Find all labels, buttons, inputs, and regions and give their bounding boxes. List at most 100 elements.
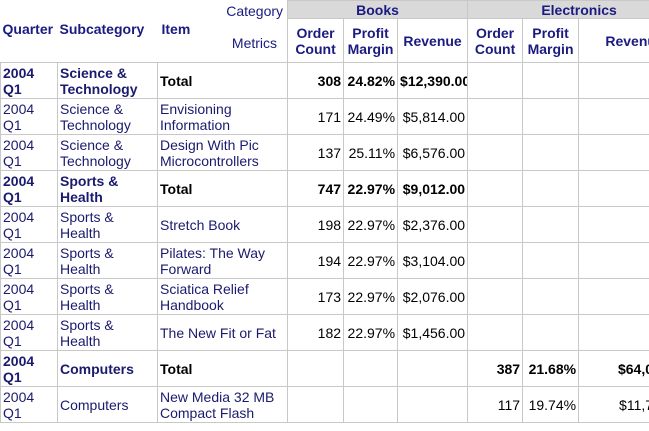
metric-cell	[522, 62, 580, 99]
metric-cell	[578, 134, 649, 171]
metric-cell	[467, 278, 524, 315]
attribute-cell: Total	[156, 350, 289, 387]
attribute-cell: Total	[156, 170, 289, 207]
metric-cell: 137	[287, 134, 345, 171]
metric-cell: 25.11%	[343, 134, 399, 171]
attribute-cell: Envisioning Information	[156, 98, 289, 135]
metric-cell: $5,814.00	[397, 98, 469, 135]
metric-cell: 24.49%	[343, 98, 399, 135]
metric-cell: 194	[287, 242, 345, 279]
grid-row: 2004 Q1 Science & Technology Total 308 24.82…	[0, 62, 649, 99]
attribute-cell: Sports & Health	[57, 170, 158, 207]
attribute-cell: Computers	[57, 386, 158, 423]
metric-cell	[467, 98, 524, 135]
metric-cell: 198	[287, 206, 345, 243]
metric-cell: $9,012.00	[397, 170, 469, 207]
metric-cell	[578, 242, 649, 279]
grid-body: 2004 Q1 Science & Technology Total 308 24.82…	[0, 62, 649, 423]
attribute-cell: The New Fit or Fat	[156, 314, 289, 351]
attribute-cell: 2004 Q1	[0, 314, 58, 351]
metric-cell: 182	[287, 314, 345, 351]
metric-cell	[522, 278, 580, 315]
metric-cell	[578, 98, 649, 135]
metrics-label: Metrics	[231, 34, 278, 51]
category-label: Category	[226, 2, 284, 19]
attribute-cell: Sports & Health	[57, 206, 158, 243]
metric-cell	[578, 314, 649, 351]
metric-cell	[522, 314, 580, 351]
metric-header: Revenue	[397, 18, 469, 63]
grid-row: 2004 Q1 Computers New Media 32 MB Compact …	[0, 386, 649, 423]
metric-cell	[287, 350, 345, 387]
metric-header: Order Count	[287, 18, 345, 63]
metric-cell	[522, 242, 580, 279]
attribute-cell: Computers	[57, 350, 158, 387]
grid-row: 2004 Q1 Science & Technology Envisioning I…	[0, 98, 649, 135]
attribute-cell: 2004 Q1	[0, 134, 58, 171]
metric-cell	[467, 242, 524, 279]
metric-cell	[343, 350, 399, 387]
metric-cell	[467, 134, 524, 171]
metric-cell: 24.82%	[343, 62, 399, 99]
metric-cell	[522, 98, 580, 135]
row-label: Quarter	[2, 20, 54, 37]
attribute-cell: Sports & Health	[57, 314, 158, 351]
attribute-cell: 2004 Q1	[0, 206, 58, 243]
attribute-cell: Total	[156, 62, 289, 99]
metric-cell	[467, 170, 524, 207]
attribute-cell: Stretch Book	[156, 206, 289, 243]
metric-cell: 22.97%	[343, 242, 399, 279]
metric-cell	[522, 134, 580, 171]
metric-cell: $1,456.00	[397, 314, 469, 351]
attribute-cell: 2004 Q1	[0, 170, 58, 207]
metric-cell: $64,000.00	[578, 350, 649, 387]
attribute-cell: 2004 Q1	[0, 278, 58, 315]
attribute-cell: Science & Technology	[57, 62, 158, 99]
metric-header: Order Count	[467, 18, 524, 63]
attribute-cell: 2004 Q1	[0, 242, 58, 279]
grid-row: 2004 Q1 Sports & Health The New Fit or Fat…	[0, 314, 649, 351]
attribute-cell: 2004 Q1	[0, 386, 58, 423]
metric-cell	[397, 350, 469, 387]
metric-cell	[578, 62, 649, 99]
attribute-cell: Science & Technology	[57, 134, 158, 171]
attribute-cell: 2004 Q1	[0, 350, 58, 387]
grid-row: 2004 Q1 Sports & Health Stretch Book 198 22.…	[0, 206, 649, 243]
metric-cell: 173	[287, 278, 345, 315]
metric-cell: 22.97%	[343, 206, 399, 243]
metric-cell	[397, 386, 469, 423]
metric-cell: 22.97%	[343, 314, 399, 351]
metric-cell	[467, 206, 524, 243]
grid-row: 2004 Q1 Science & Technology Design With P…	[0, 134, 649, 171]
category-header: Books	[287, 0, 469, 19]
metric-cell: $6,576.00	[397, 134, 469, 171]
metric-cell	[578, 170, 649, 207]
metric-cell: $2,376.00	[397, 206, 469, 243]
row-label: Subcategory	[59, 20, 145, 37]
attribute-cell: Science & Technology	[57, 98, 158, 135]
row-label: Item	[161, 20, 191, 37]
category-header: Electronics	[467, 0, 649, 19]
metric-cell	[522, 206, 580, 243]
corner-header: Quarter Subcategory Item Category Metric…	[0, 0, 288, 63]
metric-cell: $3,104.00	[397, 242, 469, 279]
metric-cell: 117	[467, 386, 524, 423]
attribute-cell: Pilates: The Way Forward	[156, 242, 289, 279]
metric-cell: 308	[287, 62, 345, 99]
metric-cell	[578, 206, 649, 243]
metric-cell	[287, 386, 345, 423]
attribute-cell: Sports & Health	[57, 278, 158, 315]
metric-cell	[343, 386, 399, 423]
metric-header: Revenue	[578, 18, 649, 63]
metric-cell: 19.74%	[522, 386, 580, 423]
metric-cell: $11,700.00	[578, 386, 649, 423]
metric-cell	[522, 170, 580, 207]
metric-cell: 171	[287, 98, 345, 135]
grid-row: 2004 Q1 Sports & Health Total 747 22.97% $9,0…	[0, 170, 649, 207]
attribute-cell: New Media 32 MB Compact Flash	[156, 386, 289, 423]
metric-cell: $12,390.00	[397, 62, 469, 99]
attribute-cell: Sciatica Relief Handbook	[156, 278, 289, 315]
metrics-row: Order Count Profit Margin Revenue Order Cou…	[1, 18, 649, 63]
